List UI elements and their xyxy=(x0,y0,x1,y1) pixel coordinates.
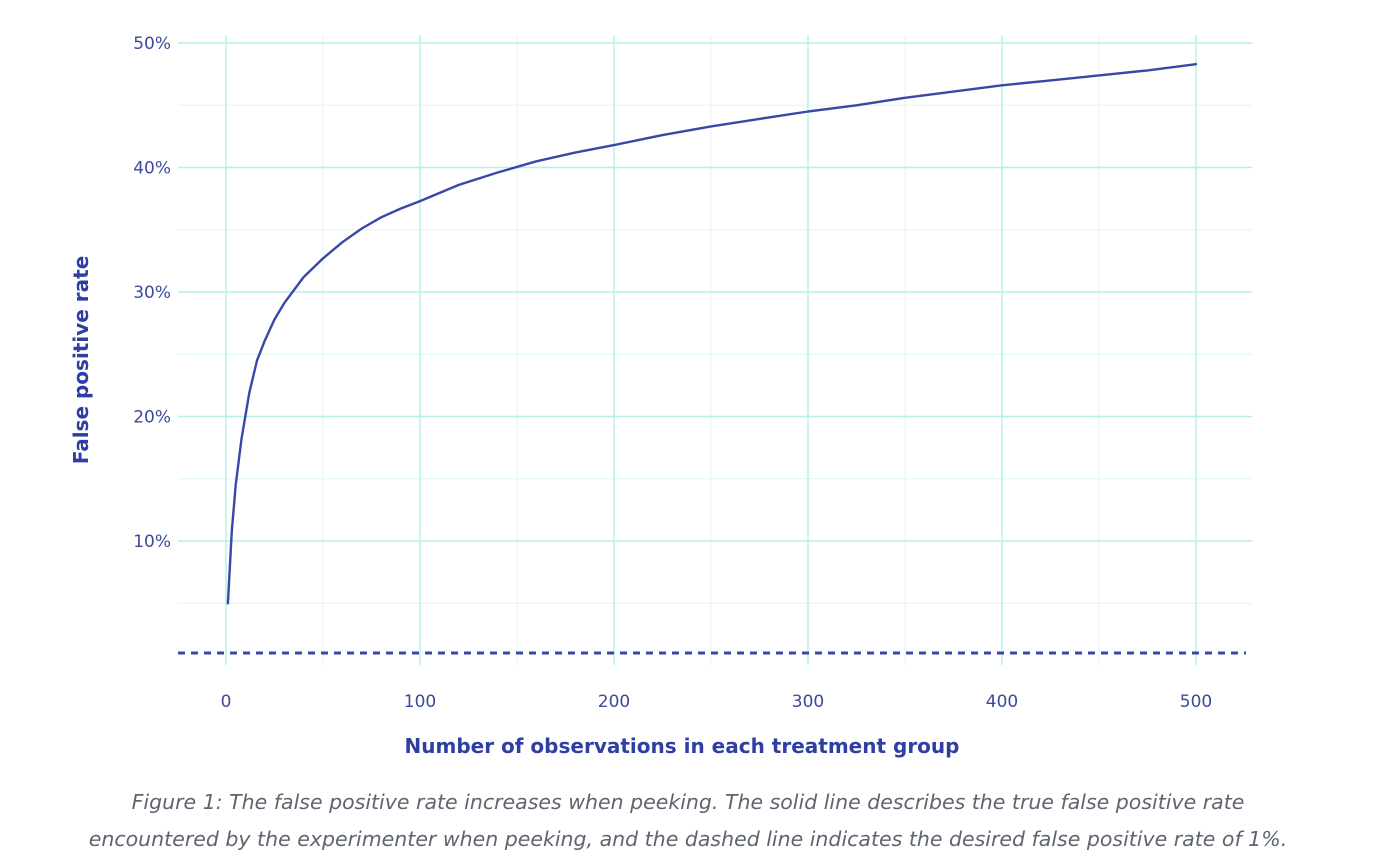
caption-line-1-text: The false positive rate increases when p… xyxy=(222,790,1245,814)
x-axis-title: Number of observations in each treatment… xyxy=(405,734,960,758)
x-tick-labels: 0 100 200 300 400 500 xyxy=(221,692,1213,712)
x-tick-label: 200 xyxy=(598,692,630,712)
y-tick-label: 30% xyxy=(133,283,171,303)
caption-line-2: encountered by the experimenter when pee… xyxy=(88,827,1288,851)
x-tick-label: 0 xyxy=(221,692,232,712)
x-tick-label: 500 xyxy=(1180,692,1212,712)
x-tick-label: 400 xyxy=(986,692,1018,712)
figure-caption: Figure 1: The false positive rate increa… xyxy=(0,784,1376,858)
y-tick-label: 20% xyxy=(133,408,171,428)
caption-line-1: Figure 1: The false positive rate increa… xyxy=(0,784,1376,821)
y-tick-label: 40% xyxy=(133,159,171,179)
caption-lead: Figure 1: xyxy=(131,790,223,814)
y-tick-label: 50% xyxy=(133,34,171,54)
x-tick-label: 300 xyxy=(792,692,824,712)
y-tick-label: 10% xyxy=(133,532,171,552)
minor-gridlines xyxy=(178,35,1252,665)
series-layer xyxy=(178,63,1246,655)
false-positive-rate-chart: 0 100 200 300 400 500 10% 20% 30% 40% 50% Number … xyxy=(69,34,1252,758)
x-tick-label: 100 xyxy=(404,692,436,712)
false-positive-rate-line xyxy=(226,63,1198,605)
major-gridlines xyxy=(178,35,1252,665)
y-tick-labels: 10% 20% 30% 40% 50% xyxy=(133,34,171,552)
y-axis-title: False positive rate xyxy=(69,256,93,465)
